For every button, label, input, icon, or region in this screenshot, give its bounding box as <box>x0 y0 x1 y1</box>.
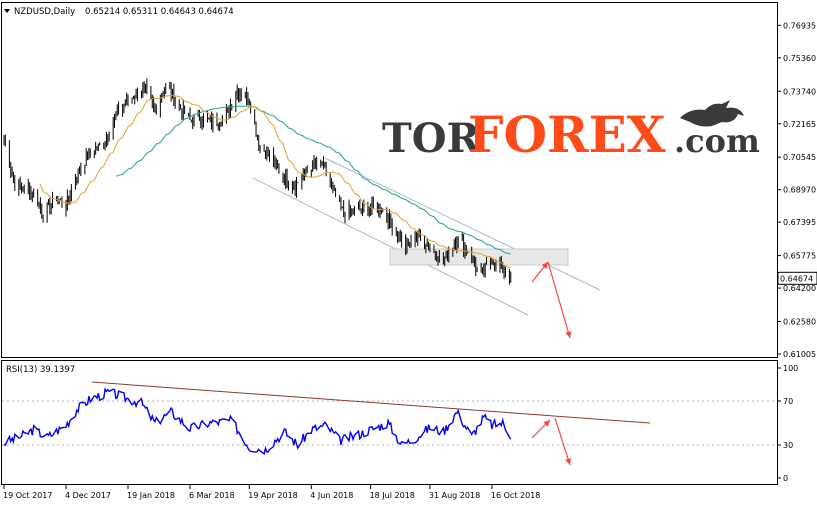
rsi-layer <box>2 381 777 466</box>
rsi-tick-label: 70 <box>783 397 793 406</box>
price-tick-label: 0.70545 <box>783 153 816 162</box>
rsi-trendline <box>91 381 651 424</box>
price-panel-frame <box>1 2 778 358</box>
price-tick-label: 0.72165 <box>783 120 816 129</box>
logo-text-forex: FOREX <box>468 105 666 164</box>
price-tick-label: 0.76935 <box>783 21 816 30</box>
dropdown-triangle-icon[interactable] <box>4 9 10 13</box>
date-tick-label: 4 Jun 2018 <box>310 491 353 500</box>
ohlc-label: 0.65214 0.65311 0.64643 0.64674 <box>85 7 234 17</box>
rsi-forecast-arrow-down <box>554 417 571 466</box>
rsi-forecast-arrow-up-head <box>543 420 550 427</box>
rsi-tick-label: 0 <box>783 474 788 483</box>
current-price-box <box>777 271 817 285</box>
forecast-arrow-down-head <box>565 331 572 338</box>
channel-upper-line <box>324 157 601 291</box>
rsi-tick-label: 100 <box>783 364 798 373</box>
ma-slow-line <box>115 105 511 255</box>
rsi-line <box>3 387 512 455</box>
logo-text-com: .com <box>674 122 760 160</box>
symbol-label: NZDUSD,Daily <box>14 7 75 17</box>
rsi-label: RSI(13) 39.1397 <box>6 365 75 375</box>
price-tick-label: 0.64200 <box>783 284 816 293</box>
current-price-label: 0.64674 <box>780 274 813 283</box>
rsi-forecast-arrow-down-head <box>565 458 571 465</box>
torforex-logo: TOR FOREX .com <box>382 100 760 164</box>
date-tick-label: 6 Mar 2018 <box>189 491 235 500</box>
date-tick-label: 19 Oct 2017 <box>3 491 52 500</box>
date-tick-label: 4 Dec 2017 <box>65 491 111 500</box>
price-tick-label: 0.61005 <box>783 350 816 359</box>
date-tick-label: 19 Apr 2018 <box>248 491 297 500</box>
logo-text-tor: TOR <box>382 115 481 162</box>
price-tick-label: 0.73740 <box>783 87 816 96</box>
rsi-tick-label: 30 <box>783 441 793 450</box>
date-tick-label: 31 Aug 2018 <box>429 491 480 500</box>
forecast-arrow-up-head <box>541 262 548 269</box>
price-tick-label: 0.62580 <box>783 318 816 327</box>
forecast-arrow-down <box>547 261 571 339</box>
date-tick-label: 19 Jan 2018 <box>127 491 175 500</box>
date-tick-label: 18 Jul 2018 <box>370 491 415 500</box>
axis-layer: 0.76935 0.75360 0.73740 0.72165 0.70545 0.689… <box>3 21 817 500</box>
price-tick-label: 0.65775 <box>783 252 816 261</box>
support-zone <box>389 248 569 266</box>
ma-fast-line <box>39 94 512 269</box>
price-tick-label: 0.67395 <box>783 218 816 227</box>
channel-lower-line <box>252 177 529 316</box>
date-tick-label: 16 Oct 2018 <box>491 491 540 500</box>
price-tick-label: 0.75360 <box>783 54 816 63</box>
price-layer <box>3 78 601 339</box>
price-tick-label: 0.68970 <box>783 186 816 195</box>
bull-icon <box>680 100 744 127</box>
